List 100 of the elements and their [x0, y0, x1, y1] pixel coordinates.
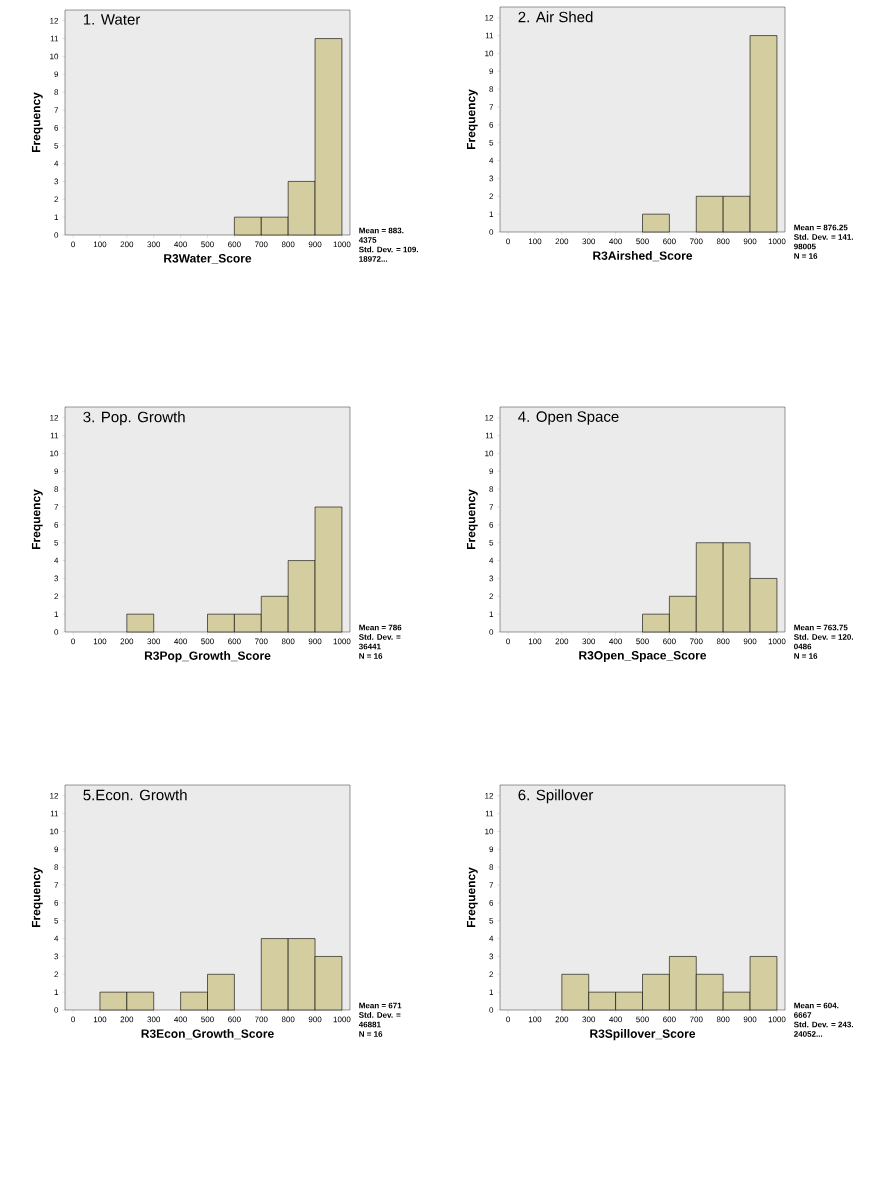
y-tick-label: 10: [485, 50, 494, 57]
x-tick-label: 0: [71, 1016, 75, 1023]
text: N = 16: [359, 1031, 383, 1037]
x-tick-label: 600: [228, 638, 241, 645]
y-tick-label: 12: [50, 414, 59, 421]
x-tick-label: 600: [228, 241, 241, 248]
x-tick-label: 400: [609, 1016, 622, 1023]
x-tick-label: 0: [506, 238, 510, 245]
y-tick-label: 12: [50, 792, 59, 799]
y-tick-label: 2: [54, 971, 59, 978]
y-tick-label: 12: [485, 14, 494, 21]
y-tick-label: 11: [485, 810, 494, 817]
x-tick-label: 600: [663, 638, 676, 645]
x-tick-label: 200: [555, 1016, 569, 1023]
y-tick-label: 0: [54, 629, 59, 635]
x-tick-label: 1000: [768, 638, 786, 645]
text: Std. Dev. =: [358, 633, 401, 640]
y-tick-label: 8: [489, 486, 494, 492]
text: 0486: [794, 643, 812, 650]
y-tick-label: 4: [54, 935, 59, 942]
text: Mean = 876.25: [794, 224, 848, 231]
x-tick-label: 700: [690, 238, 703, 245]
y-tick-label: 5: [54, 142, 59, 149]
y-tick-label: 3: [54, 178, 59, 185]
y-tick-label: 5: [54, 539, 59, 546]
y-tick-label: 3: [489, 953, 494, 960]
text: Std. Dev. = 243.: [793, 1021, 854, 1028]
y-tick-label: 4: [489, 935, 494, 942]
x-tick-label: 400: [174, 638, 187, 645]
x-tick-label: 900: [308, 1016, 322, 1023]
x-tick-label: 1000: [333, 638, 351, 645]
text: Std. Dev. = 141.: [793, 233, 854, 240]
x-tick-label: 100: [528, 638, 542, 645]
y-tick-label: 5: [489, 917, 494, 924]
y-tick-label: 11: [50, 810, 59, 817]
y-tick-label: 0: [489, 629, 494, 635]
x-tick-label: 400: [174, 1016, 187, 1023]
chart-title: 1. Water: [83, 14, 141, 25]
y-tick-label: 12: [485, 414, 494, 421]
text: Mean = 786: [359, 624, 402, 631]
y-tick-label: 10: [485, 450, 494, 457]
y-tick-label: 9: [489, 68, 494, 75]
y-tick-label: 10: [485, 828, 494, 835]
y-tick-label: 6: [489, 900, 494, 906]
y-axis-title: Frequency: [31, 867, 43, 928]
x-tick-label: 900: [743, 1016, 757, 1023]
x-tick-label: 0: [506, 1016, 510, 1023]
y-tick-label: 8: [489, 86, 494, 92]
y-tick-label: 9: [54, 468, 59, 475]
x-tick-label: 700: [690, 638, 703, 645]
y-tick-label: 4: [54, 160, 59, 167]
y-tick-label: 9: [54, 71, 59, 78]
x-tick-label: 800: [281, 1016, 295, 1023]
x-tick-label: 800: [716, 638, 730, 645]
chart-title: 6. Spillover: [518, 789, 594, 804]
y-tick-label: 9: [489, 468, 494, 475]
x-tick-label: 100: [93, 1016, 107, 1023]
x-tick-label: 400: [609, 638, 622, 645]
x-tick-label: 600: [663, 238, 676, 245]
x-tick-label: 100: [93, 241, 107, 248]
y-tick-label: 1: [489, 989, 494, 995]
y-tick-label: 8: [489, 864, 494, 870]
text: Mean = 604.: [794, 1002, 839, 1009]
y-tick-label: 8: [54, 864, 59, 870]
y-tick-label: 0: [489, 1007, 494, 1013]
y-tick-label: 1: [54, 214, 59, 220]
text: 4375: [358, 237, 377, 243]
y-tick-label: 5: [54, 917, 59, 924]
x-tick-label: 300: [147, 1016, 161, 1023]
x-tick-label: 600: [663, 1016, 676, 1023]
x-axis-title: R3Airshed_Score: [593, 251, 693, 262]
y-tick-label: 3: [54, 953, 59, 960]
y-tick-label: 6: [54, 125, 59, 131]
x-tick-label: 300: [582, 238, 596, 245]
x-tick-label: 300: [582, 1016, 596, 1023]
x-tick-label: 0: [71, 241, 75, 248]
x-tick-label: 500: [636, 238, 649, 245]
x-tick-label: 800: [716, 1016, 730, 1023]
y-tick-label: 1: [54, 989, 59, 995]
text: Std. Dev. =: [358, 1011, 401, 1018]
x-axis-title: R3Spillover_Score: [590, 1029, 696, 1041]
x-tick-label: 700: [255, 1016, 268, 1023]
x-tick-label: 100: [528, 1016, 542, 1023]
y-tick-label: 8: [54, 486, 59, 492]
y-tick-label: 3: [489, 575, 494, 582]
y-tick-label: 6: [489, 122, 494, 128]
y-tick-label: 2: [54, 593, 59, 600]
y-tick-label: 4: [54, 557, 59, 564]
text: N = 16: [794, 253, 818, 259]
text: Std. Dev. = 120.: [793, 633, 854, 640]
y-tick-label: 3: [489, 175, 494, 182]
chart-title: 3. Pop. Growth: [83, 411, 185, 426]
x-tick-label: 100: [528, 238, 542, 245]
x-tick-label: 0: [506, 638, 510, 645]
text: Std. Dev. = 109.: [358, 246, 419, 253]
x-tick-label: 900: [308, 241, 322, 248]
x-tick-label: 800: [281, 638, 295, 645]
y-tick-label: 7: [489, 504, 494, 510]
y-tick-label: 10: [50, 828, 59, 835]
x-tick-label: 1000: [333, 241, 351, 248]
